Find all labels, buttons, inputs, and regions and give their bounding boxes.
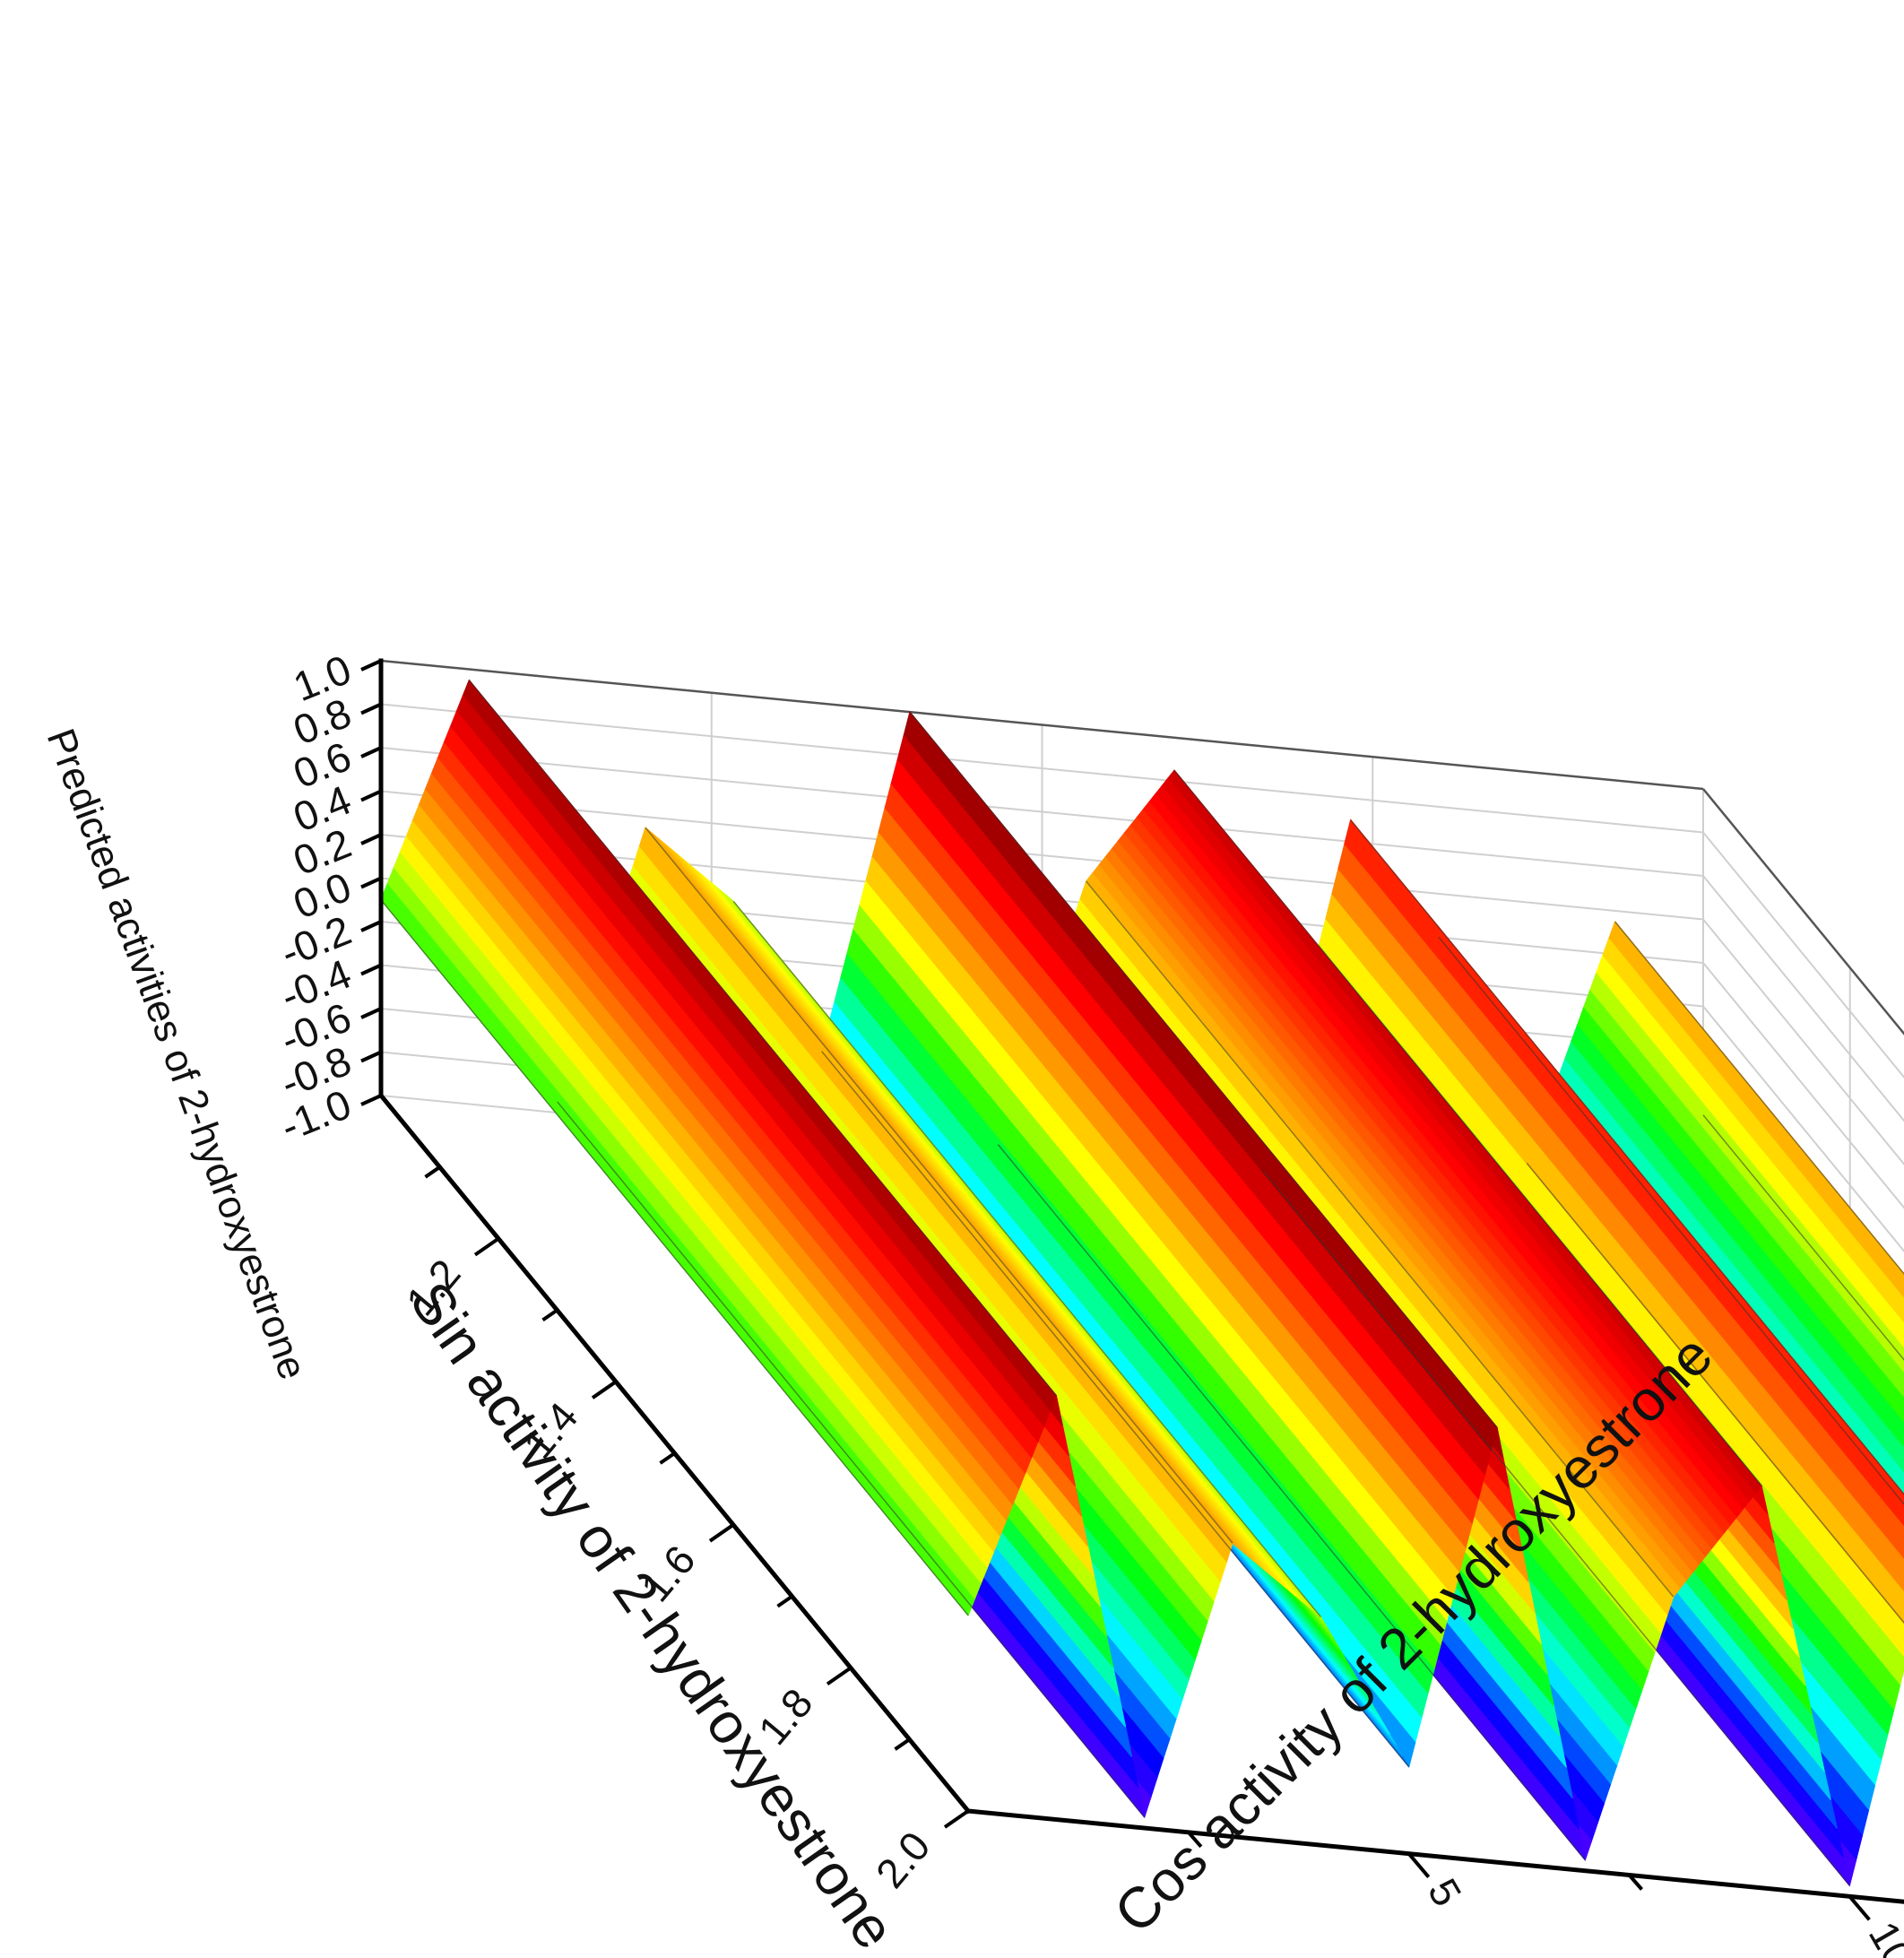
surface-contour-line-14 bbox=[1614, 921, 1904, 1275]
surface-contour-line-9 bbox=[1173, 769, 1762, 1486]
surface-contour-line-3 bbox=[645, 827, 1233, 1544]
surface-band-17 bbox=[1588, 972, 1904, 1374]
surface-band-15 bbox=[1601, 938, 1904, 1325]
surface-band-20 bbox=[1570, 1024, 1904, 1450]
z-tick-mark bbox=[360, 876, 382, 889]
z-tick-mark bbox=[360, 702, 382, 715]
surface-contour-line-5 bbox=[821, 1051, 1410, 1768]
surface-band-14 bbox=[1607, 920, 1904, 1300]
surface-contour-line-1 bbox=[468, 680, 1057, 1397]
surface-contour-line-4 bbox=[732, 901, 1321, 1617]
z-tick-mark bbox=[360, 963, 382, 976]
surface-contour-line-15 bbox=[1702, 1114, 1904, 1361]
grid-line-right-z-3 bbox=[1702, 918, 1904, 1165]
wall-top-edge bbox=[380, 659, 1704, 791]
surface-band-21 bbox=[1563, 1041, 1904, 1475]
surface-contour-line-0 bbox=[380, 899, 969, 1616]
surface-contour-line-11 bbox=[1350, 819, 1904, 1495]
z-tick-mark bbox=[360, 1094, 382, 1106]
surface-band-16 bbox=[1595, 955, 1904, 1350]
surface-contour-line-2 bbox=[557, 1101, 1146, 1818]
x-tick-mark bbox=[473, 1236, 500, 1257]
z-tick-mark bbox=[360, 1050, 382, 1063]
surface bbox=[380, 679, 1904, 1887]
wall-top-edge bbox=[1702, 788, 1904, 1035]
x-minor-tick bbox=[894, 1737, 911, 1751]
surface-contour-line-8 bbox=[1086, 880, 1675, 1598]
surface-contour-line-13 bbox=[1526, 1162, 1904, 1624]
x-tick-mark bbox=[708, 1523, 735, 1543]
surface-contour-line-6 bbox=[909, 711, 1498, 1428]
x-minor-tick bbox=[659, 1451, 676, 1465]
z-tick-mark bbox=[360, 746, 382, 758]
z-tick-mark bbox=[360, 659, 382, 671]
y-tick-label: 10 bbox=[1860, 1913, 1904, 1958]
x-tick-mark bbox=[943, 1809, 970, 1829]
z-tick-mark bbox=[360, 789, 382, 802]
surface-contour-line-7 bbox=[997, 1144, 1586, 1861]
grid-line-right-z-2 bbox=[1702, 875, 1904, 1122]
z-tick-mark bbox=[360, 920, 382, 932]
y-minor-tick bbox=[1627, 1874, 1644, 1891]
grid-line-right-z-5 bbox=[1702, 1005, 1904, 1252]
z-axis-title: Predicted activities of 2-hydroxyestrone bbox=[39, 723, 316, 1385]
z-tick-mark bbox=[360, 1007, 382, 1019]
z-tick-mark bbox=[360, 833, 382, 845]
y-tick-mark bbox=[1848, 1895, 1871, 1921]
grid-line-right-z-4 bbox=[1702, 962, 1904, 1209]
surface-band-19 bbox=[1576, 1007, 1904, 1425]
y-minor-tick bbox=[1187, 1831, 1203, 1849]
y-axis-line bbox=[965, 1808, 1904, 1904]
y-tick-mark bbox=[1407, 1852, 1431, 1878]
surface-contour-line-12 bbox=[1438, 936, 1904, 1505]
surface-contour-line-10 bbox=[1261, 1169, 1850, 1886]
x-tick-mark bbox=[826, 1666, 852, 1686]
x-tick-mark bbox=[591, 1380, 618, 1399]
x-minor-tick bbox=[541, 1308, 558, 1322]
grid-line-right-z-1 bbox=[1702, 831, 1904, 1079]
x-minor-tick bbox=[424, 1165, 441, 1179]
x-minor-tick bbox=[776, 1594, 793, 1608]
surface-band-18 bbox=[1582, 989, 1904, 1399]
